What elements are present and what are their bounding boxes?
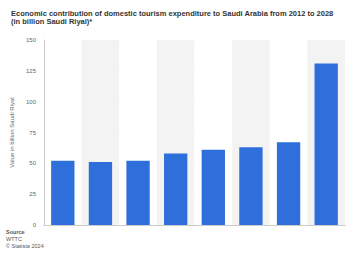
svg-text:150: 150 [26,37,37,43]
svg-text:50: 50 [29,160,36,166]
svg-text:(in billion Saudi Riyal)*: (in billion Saudi Riyal)* [11,17,92,26]
svg-text:Value in billion Saudi Riyal: Value in billion Saudi Riyal [9,97,15,167]
svg-text:Economic contribution of domes: Economic contribution of domestic touris… [11,8,336,18]
svg-text:100: 100 [26,99,37,105]
svg-text:25: 25 [29,191,36,197]
svg-text:Source: Source [6,229,25,235]
svg-text:© Statista 2024: © Statista 2024 [6,243,44,249]
svg-text:125: 125 [26,68,37,74]
svg-text:0: 0 [33,222,37,228]
svg-text:75: 75 [29,130,36,136]
svg-text:WTTC: WTTC [6,236,22,242]
